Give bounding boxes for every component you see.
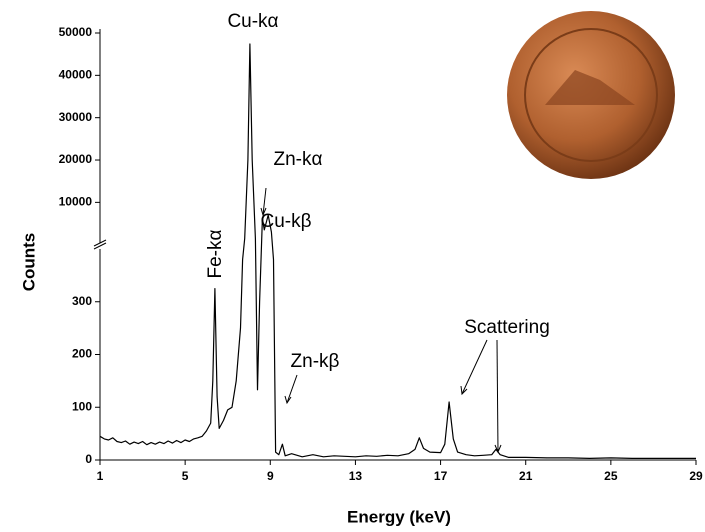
y-tick-label: 0 (85, 452, 92, 466)
y-tick-label: 20000 (59, 152, 93, 166)
y-tick-label: 100 (72, 399, 92, 413)
x-axis-title: Energy (keV) (347, 507, 451, 526)
x-tick-label: 13 (349, 469, 363, 483)
annotation: Zn-kβ (291, 351, 340, 372)
chart: Energy (keV) Counts 1 5 9 13 17 21 25 29 0 100 200… (0, 0, 705, 532)
x-tick-label: 9 (267, 469, 274, 483)
x-tick-label: 5 (182, 469, 189, 483)
y-tick-label: 10000 (59, 195, 93, 209)
x-tick-label: 17 (434, 469, 448, 483)
x-tick-label: 25 (604, 469, 618, 483)
y-tick-label: 40000 (59, 68, 93, 82)
x-tick-label: 21 (519, 469, 533, 483)
annotation: Cu-kα (227, 11, 278, 32)
coin-photo (507, 11, 675, 179)
annotation: Fe-kα (205, 229, 226, 278)
annotation: Cu-kβ (260, 211, 311, 232)
y-tick-label: 200 (72, 347, 92, 361)
x-tick-label: 29 (689, 469, 703, 483)
annotation: Scattering (464, 317, 550, 338)
annotation: Zn-kα (274, 149, 323, 170)
page: {"chart_data": {"type": "line", "x_label… (0, 0, 705, 532)
y-tick-label: 30000 (59, 110, 93, 124)
y-tick-label: 50000 (59, 25, 93, 39)
x-tick-label: 1 (97, 469, 104, 483)
y-axis-title: Counts (19, 233, 38, 292)
y-tick-label: 300 (72, 294, 92, 308)
